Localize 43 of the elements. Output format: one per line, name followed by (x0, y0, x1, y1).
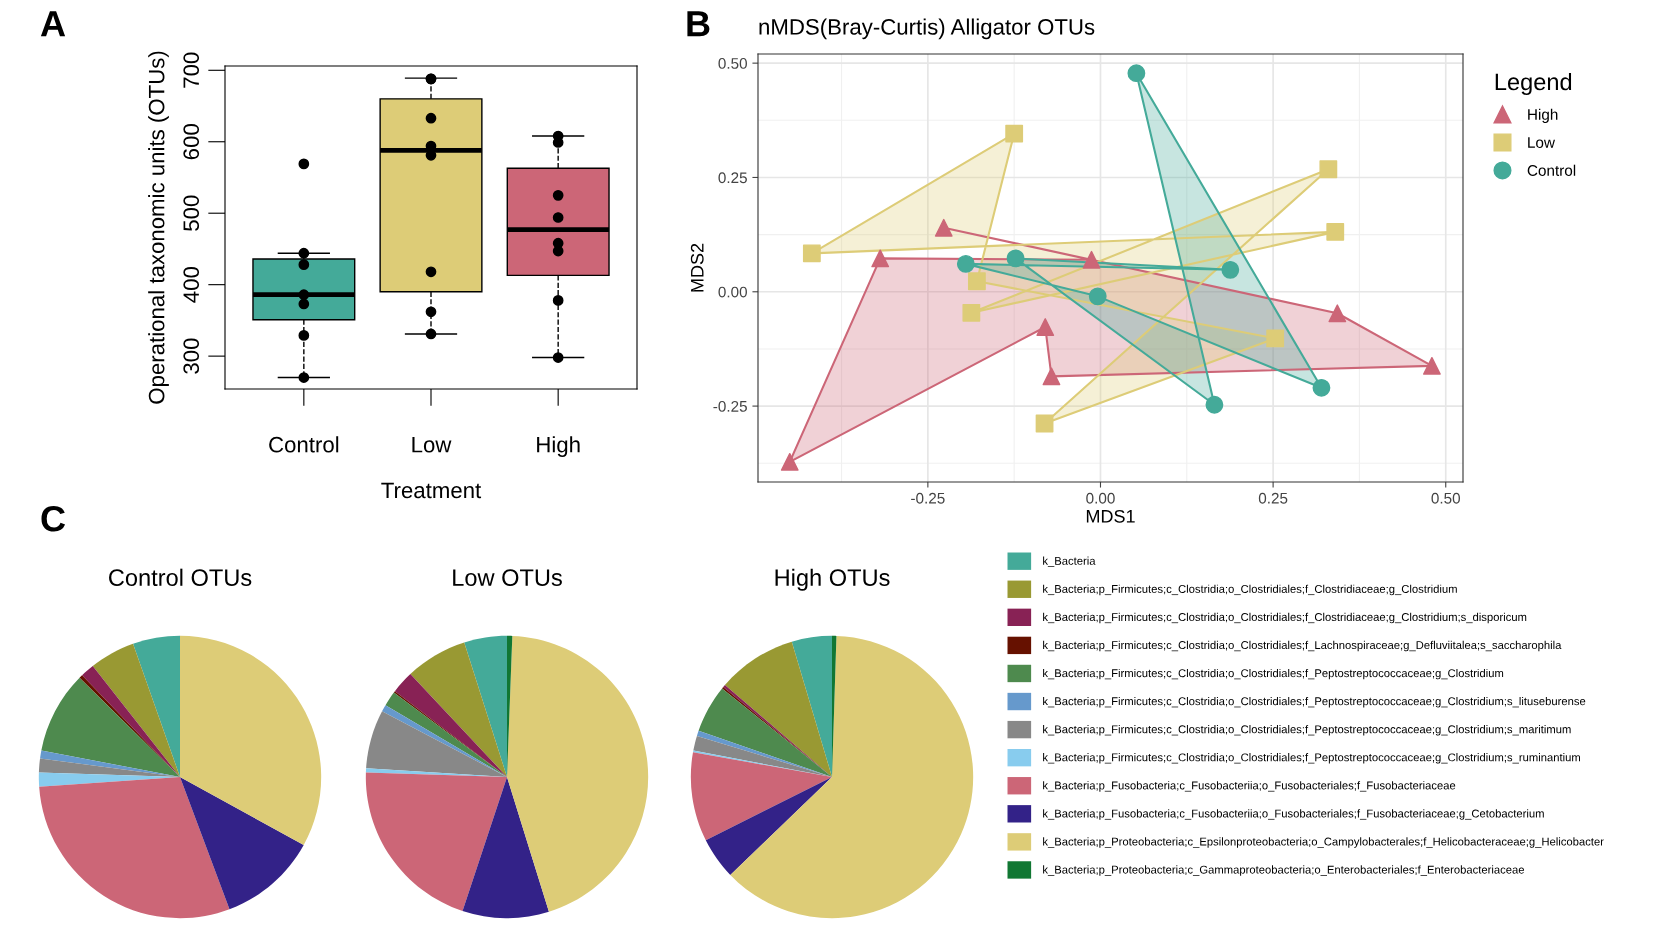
y-tick-label: 500 (183, 195, 200, 231)
legend-label: High (1528, 108, 1558, 123)
legend-label: k_Bacteria;p_Fusobacteria;c_Fusobacteriia;o_Fusobacteriales;f_Fusobacteriaceae (1043, 781, 1456, 792)
legend-label: k_Bacteria;p_Firmicutes;c_Clostridia;o_Clostridiales;f_Lachnospiraceae;g_Defluviitalea;s_saccharophila (1043, 640, 1562, 652)
y-tick-label: 0.25 (718, 172, 747, 184)
legend-label: k_Bacteria;p_Firmicutes;c_Clostridia;o_Clostridiales;f_Peptostreptococcaceae;g_Clostridium (1043, 668, 1504, 680)
legend-label: Low (1528, 137, 1555, 148)
y-axis-title: MDS2 (690, 243, 704, 292)
legend-label: k_Bacteria;p_Firmicutes;c_Clostridia;o_Clostridiales;f_Clostridiaceae;g_Clostridium;s_disporicum (1043, 612, 1527, 624)
text: C (41, 505, 66, 532)
y-tick-label: 300 (183, 338, 200, 374)
legend-label: k_Bacteria;p_Proteobacteria;c_Gammaproteobacteria;o_Enterobacteriales;f_Enterobacteriaceae (1043, 865, 1525, 876)
y-tick-label: 600 (183, 124, 200, 160)
legend-label: k_Bacteria;p_Fusobacteria;c_Fusobacteriia;o_Fusobacteriales;f_Fusobacteriaceae;g_Cetobacterium (1043, 809, 1544, 820)
x-axis-title: MDS1 (1086, 509, 1135, 523)
legend-label: k_Bacteria;p_Firmicutes;c_Clostridia;o_Clostridiales;f_Peptostreptococcaceae;g_Clostridium;s_lituseburense (1043, 696, 1586, 708)
legend-label: k_Bacteria;p_Firmicutes;c_Clostridia;o_Clostridiales;f_Peptostreptococcaceae;g_Clostridium;s_ruminantium (1043, 753, 1580, 764)
x-tick-label: -0.25 (911, 492, 945, 504)
y-axis-title: Operational taxonomic units (OTUs) (148, 51, 169, 404)
legend-label: Control (1527, 164, 1576, 176)
chart-title: Low OTUs (453, 569, 562, 587)
x-tick-label: Control (269, 436, 339, 453)
text: B (687, 11, 710, 37)
y-tick-label: 0.00 (718, 286, 747, 298)
legend-label: k_Bacteria;p_Firmicutes;c_Clostridia;o_Clostridiales;f_Clostridiaceae;g_Clostridium (1043, 584, 1457, 596)
y-tick-label: 700 (183, 52, 200, 88)
y-tick-label: -0.25 (713, 400, 747, 412)
chart-title: nMDS(Bray-Curtis) Alligator OTUs (759, 18, 1095, 40)
legend-label: k_Bacteria (1043, 556, 1096, 567)
chart-title: High OTUs (775, 568, 890, 591)
text: A (40, 11, 66, 37)
x-tick-label: High (537, 436, 580, 457)
y-tick-label: 0.50 (718, 58, 747, 69)
legend-label: k_Bacteria;p_Proteobacteria;c_Epsilonproteobacteria;o_Campylobacterales;f_Helicobacteraceae;g_Helicobacter (1043, 837, 1604, 848)
x-axis-title: Treatment (381, 482, 482, 499)
legend-label: k_Bacteria;p_Firmicutes;c_Clostridia;o_Clostridiales;f_Peptostreptococcaceae;g_Clostridium;s_maritimum (1043, 725, 1571, 736)
x-tick-label: 0.50 (1431, 492, 1461, 504)
y-tick-label: 400 (183, 267, 200, 303)
x-tick-label: Low (412, 437, 452, 453)
x-tick-label: 0.25 (1258, 492, 1288, 504)
text: Control OTUs (109, 568, 252, 587)
legend-title: Legend (1495, 72, 1572, 95)
x-tick-label: 0.00 (1086, 492, 1115, 504)
